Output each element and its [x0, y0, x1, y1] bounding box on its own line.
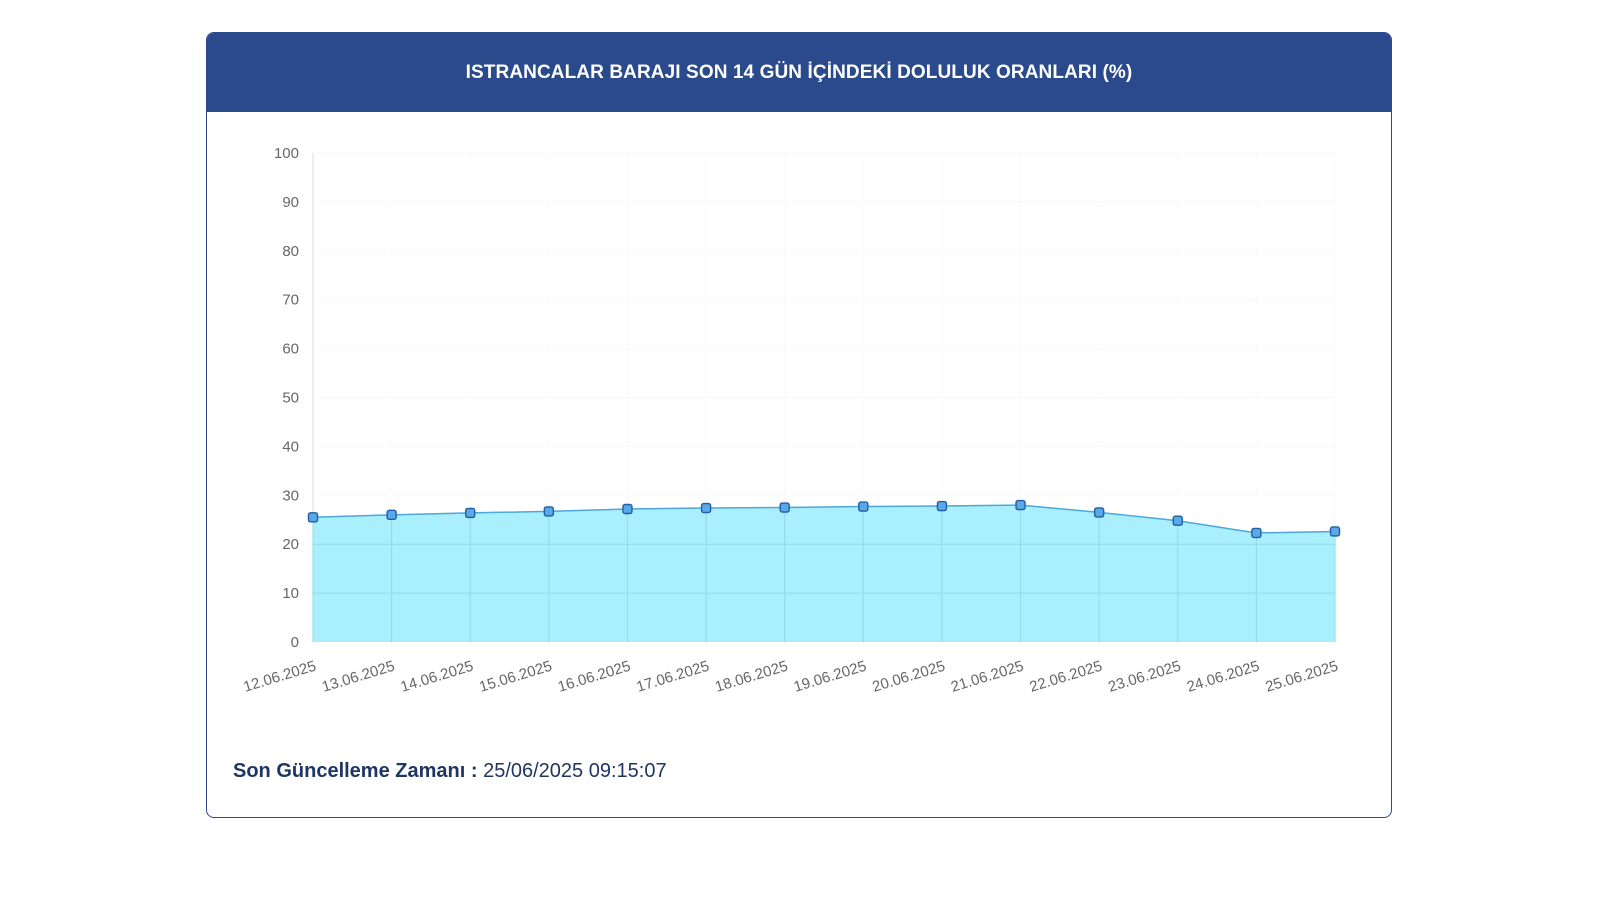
x-tick-label: 14.06.2025: [399, 658, 476, 696]
last-update: Son Güncelleme Zamanı : 25/06/2025 09:15…: [233, 760, 667, 783]
card-header: ISTRANCALAR BARAJI SON 14 GÜN İÇİNDEKİ D…: [207, 33, 1391, 112]
x-tick-label: 23.06.2025: [1106, 658, 1183, 696]
data-point: [936, 500, 948, 512]
x-tick-label: 16.06.2025: [556, 658, 633, 696]
data-point: [1172, 515, 1183, 526]
x-tick-label: 18.06.2025: [713, 658, 790, 696]
y-tick-label: 90: [282, 194, 299, 211]
x-tick-label: 21.06.2025: [949, 658, 1026, 696]
data-point: [1015, 499, 1026, 511]
x-tick-label: 24.06.2025: [1185, 658, 1262, 696]
x-tick-label: 22.06.2025: [1028, 658, 1105, 696]
x-tick-label: 12.06.2025: [241, 658, 318, 696]
y-tick-label: 60: [282, 341, 299, 358]
x-tick-label: 13.06.2025: [320, 658, 397, 696]
data-point: [307, 512, 319, 523]
y-tick-label: 40: [282, 438, 299, 455]
y-tick-label: 100: [274, 145, 299, 162]
data-point: [1093, 507, 1105, 518]
data-point: [543, 506, 555, 517]
series-area: [313, 505, 1335, 642]
last-update-value: 25/06/2025 09:15:07: [483, 760, 667, 782]
chart-title: ISTRANCALAR BARAJI SON 14 GÜN İÇİNDEKİ D…: [465, 61, 1133, 83]
y-tick-label: 70: [282, 292, 299, 309]
x-tick-label: 19.06.2025: [792, 658, 869, 696]
series-line: [312, 504, 1336, 534]
data-point: [700, 502, 712, 514]
x-tick-label: 20.06.2025: [870, 658, 947, 696]
x-tick-label: 25.06.2025: [1263, 658, 1340, 696]
data-point: [465, 507, 476, 519]
data-point: [779, 502, 790, 513]
data-point: [386, 509, 397, 521]
x-tick-label: 17.06.2025: [634, 658, 711, 696]
data-point: [622, 503, 633, 515]
chart-card: 0 10 20 30 40 50 60 70 80 90 100 12.06.2025 13.06.20…: [206, 32, 1392, 818]
y-tick-label: 10: [282, 585, 299, 602]
y-tick-label: 80: [282, 243, 299, 260]
x-tick-label: 15.06.2025: [477, 658, 554, 696]
chart-svg: 0 10 20 30 40 50 60 70 80 90 100 12.06.2025 13.06.20…: [241, 145, 1341, 696]
data-point: [858, 501, 869, 512]
last-update-label: Son Güncelleme Zamanı :: [233, 760, 478, 782]
y-tick-label: 0: [291, 634, 299, 651]
data-point: [1329, 526, 1341, 537]
y-tick-label: 20: [282, 536, 299, 553]
y-tick-label: 30: [282, 487, 299, 504]
data-point: [1251, 527, 1262, 539]
y-tick-label: 50: [282, 390, 299, 407]
